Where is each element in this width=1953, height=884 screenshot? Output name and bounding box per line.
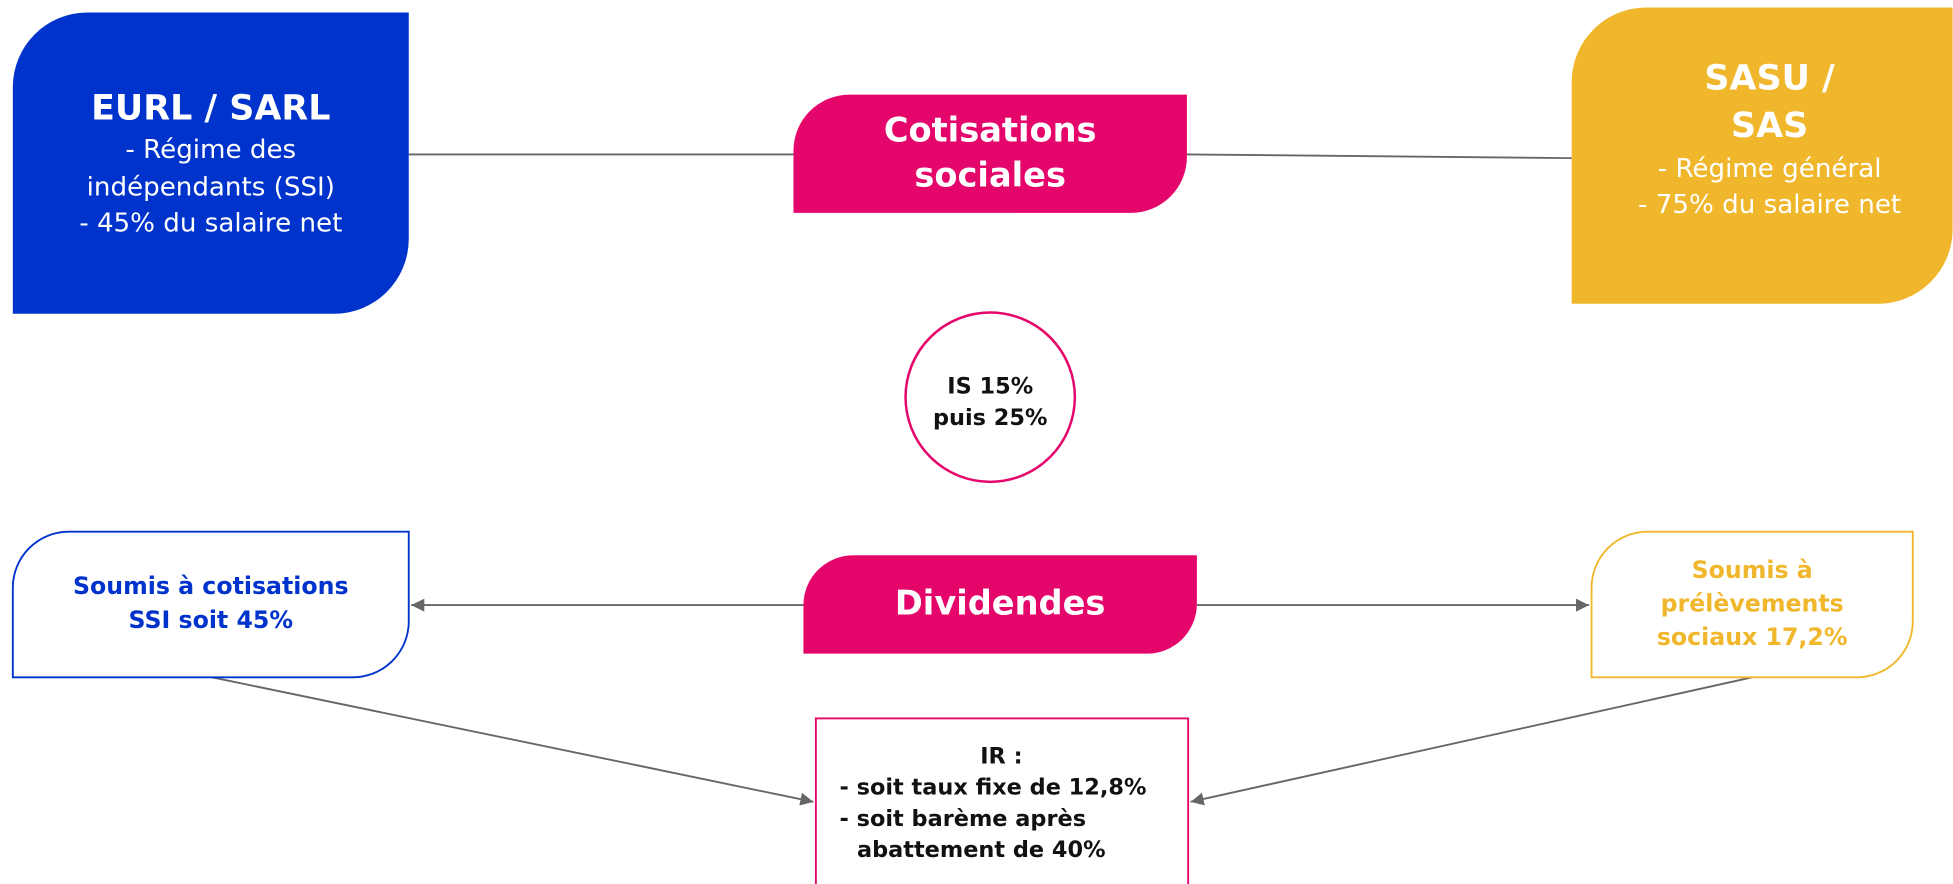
node-line: abattement de 40% [857,837,1106,863]
node-title: SAS [1731,106,1808,146]
node-line: - soit taux fixe de 12,8% [840,775,1147,801]
node-line: - soit barème après [840,806,1087,832]
sasu-box [1571,7,1953,304]
connector [1186,153,1572,160]
node-title: puis 25% [933,405,1047,431]
node-title: sociaux 17,2% [1657,623,1848,651]
node-title: SSI soit 45% [129,606,294,634]
node-title: Soumis à [1692,556,1813,584]
ir-box [814,717,1190,884]
node-line: - 75% du salaire net [1638,190,1901,220]
node-title: SASU / [1704,59,1835,99]
node-title: Soumis à cotisations [73,572,349,600]
node-line: - Régime des [125,135,296,165]
node-title: Cotisations [884,110,1097,149]
cotisations-box [793,94,1187,213]
arrow [1190,676,1753,806]
node-line: indépendants (SSI) [87,173,335,203]
node-title: EURL / SARL [91,89,330,129]
node-title: prélèvements [1661,590,1844,618]
ssi-box [11,530,410,679]
prelevements-box [1590,530,1914,679]
node-title: Dividendes [895,584,1106,623]
dividendes-box [803,555,1197,654]
node-title: sociales [914,155,1066,194]
eurl-box [12,12,409,314]
node-title: IS 15% [947,374,1033,400]
node-line: - Régime général [1658,154,1882,184]
node-title: IR : [980,744,1022,770]
arrow [211,676,814,806]
is-circle [904,311,1077,484]
node-line: - 45% du salaire net [79,209,342,239]
